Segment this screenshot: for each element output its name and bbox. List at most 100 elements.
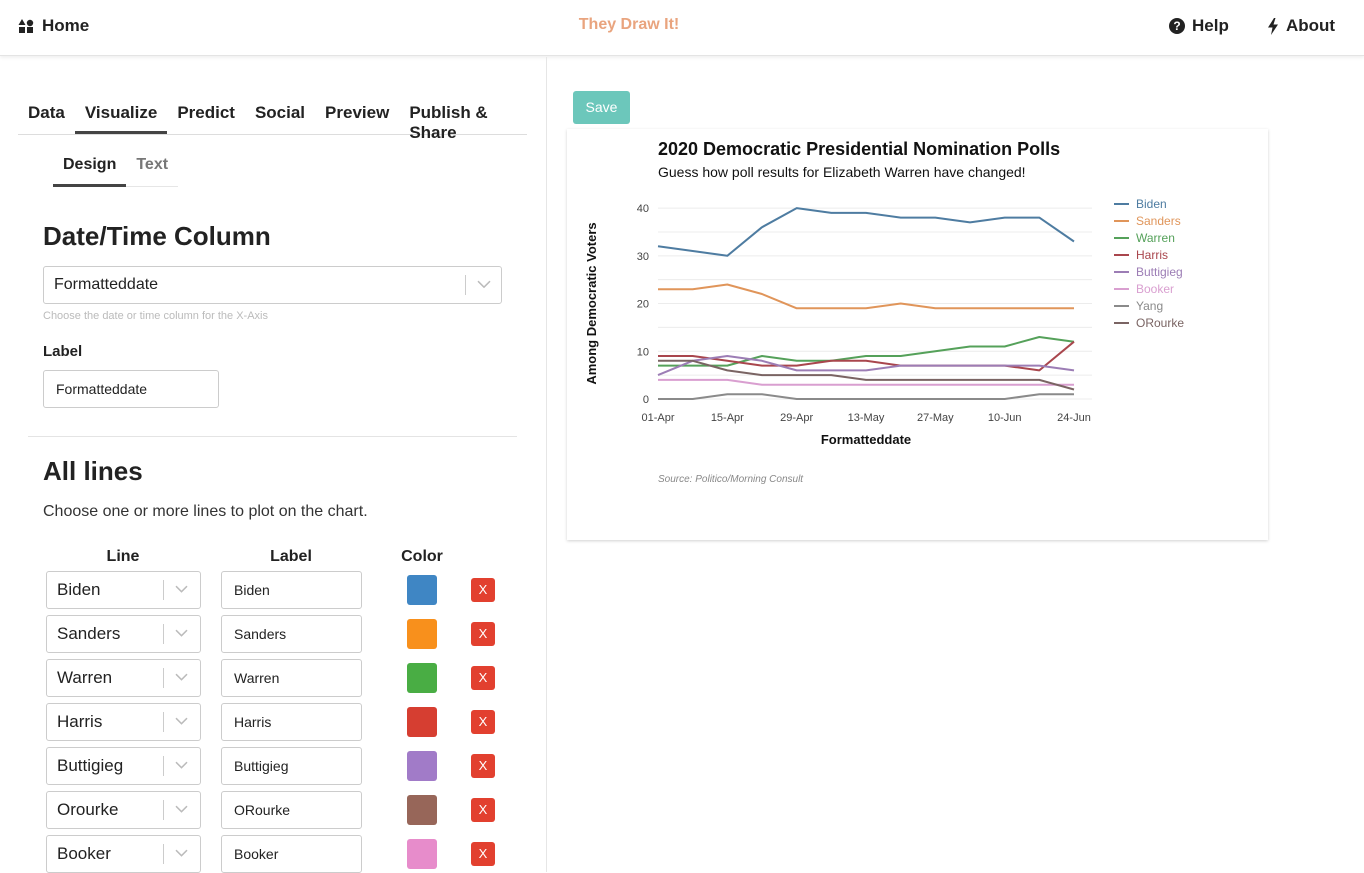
about-link[interactable]: About <box>1267 16 1335 36</box>
series-line-biden <box>657 207 1075 257</box>
line-label-input[interactable]: Buttigieg <box>221 747 362 785</box>
remove-line-button[interactable]: X <box>471 578 495 602</box>
line-select[interactable]: Biden <box>46 571 201 609</box>
sub-tabs: Design Text <box>53 150 179 187</box>
color-swatch[interactable] <box>407 619 437 649</box>
x-tick-label: 15-Apr <box>711 412 744 424</box>
series-line-warren <box>658 336 1075 367</box>
color-swatch[interactable] <box>407 795 437 825</box>
chart-card: 2020 Democratic Presidential Nomination … <box>567 129 1268 540</box>
color-swatch[interactable] <box>407 575 437 605</box>
line-select-value: Biden <box>57 580 101 599</box>
col-header-line: Line <box>106 548 140 565</box>
line-label-input[interactable]: Booker <box>221 835 362 873</box>
line-label-input[interactable]: Harris <box>221 703 362 741</box>
line-chart: 0 10 20 30 40 01-Apr 15-Apr 29-Apr 13-May 27-May 1… <box>584 197 1184 447</box>
color-swatch[interactable] <box>407 663 437 693</box>
chart-subtitle: Guess how poll results for Elizabeth War… <box>658 164 1026 180</box>
remove-line-button[interactable]: X <box>471 842 495 866</box>
x-tick-label: 27-May <box>917 412 954 424</box>
save-button[interactable]: Save <box>573 91 630 124</box>
remove-line-button[interactable]: X <box>471 754 495 778</box>
all-lines-description: Choose one or more lines to plot on the … <box>43 503 368 520</box>
line-label-input[interactable]: ORourke <box>221 791 362 829</box>
chevron-down-icon <box>175 629 188 637</box>
color-swatch[interactable] <box>407 839 437 869</box>
line-select[interactable]: Buttigieg <box>46 747 201 785</box>
home-label: Home <box>42 16 90 35</box>
help-link[interactable]: ? Help <box>1169 16 1229 36</box>
tab-preview[interactable]: Preview <box>325 103 390 122</box>
remove-line-button[interactable]: X <box>471 710 495 734</box>
datetime-heading: Date/Time Column <box>43 221 271 251</box>
chevron-down-icon <box>175 585 188 593</box>
line-select[interactable]: Harris <box>46 703 201 741</box>
color-swatch[interactable] <box>407 751 437 781</box>
chevron-down-icon <box>175 805 188 813</box>
color-swatch[interactable] <box>407 707 437 737</box>
home-link[interactable]: Home <box>18 16 89 36</box>
series-line-buttigieg <box>657 355 1075 377</box>
line-select-value: Orourke <box>57 800 119 819</box>
chevron-down-icon <box>175 761 188 769</box>
xaxis-label-input[interactable]: Formatteddate <box>43 370 219 408</box>
line-select-value: Harris <box>57 712 103 731</box>
question-circle-icon: ? <box>1169 18 1185 34</box>
x-tick-label: 29-Apr <box>780 412 813 424</box>
legend-label: Booker <box>1136 282 1174 296</box>
subtab-design[interactable]: Design <box>53 150 127 187</box>
series-line-orourke <box>658 359 1075 391</box>
legend-label: Warren <box>1136 231 1175 245</box>
line-select-value: Sanders <box>57 624 121 643</box>
subtab-text[interactable]: Text <box>136 156 169 173</box>
line-select[interactable]: Warren <box>46 659 201 697</box>
chevron-down-icon <box>175 849 188 857</box>
line-select[interactable]: Booker <box>46 835 201 873</box>
remove-line-button[interactable]: X <box>471 798 495 822</box>
line-select-value: Warren <box>57 668 113 687</box>
col-header-color: Color <box>401 548 443 565</box>
y-tick-label: 10 <box>637 346 649 358</box>
line-label-input[interactable]: Sanders <box>221 615 362 653</box>
shapes-icon <box>18 19 34 33</box>
legend-label: Biden <box>1136 197 1167 211</box>
legend-label: Yang <box>1136 299 1163 313</box>
datetime-column-select[interactable]: Formatteddate <box>43 266 502 304</box>
series-line-sanders <box>658 283 1074 310</box>
line-label-input[interactable]: Biden <box>221 571 362 609</box>
line-select-value: Booker <box>57 844 111 863</box>
x-tick-label: 24-Jun <box>1057 412 1091 424</box>
tab-social[interactable]: Social <box>254 103 306 122</box>
tab-predict[interactable]: Predict <box>177 103 235 122</box>
chart-source: Source: Politico/Morning Consult <box>658 474 804 485</box>
tab-data[interactable]: Data <box>28 103 65 122</box>
tab-publish-share[interactable]: Publish & Share <box>409 103 488 142</box>
datetime-column-value: Formatteddate <box>54 276 159 293</box>
line-select[interactable]: Orourke <box>46 791 201 829</box>
y-tick-label: 40 <box>637 203 649 215</box>
chart-title: 2020 Democratic Presidential Nomination … <box>658 139 1061 159</box>
y-tick-label: 20 <box>637 299 649 311</box>
main-tabs: Data Visualize Predict Social Preview Pu… <box>18 97 527 142</box>
line-select[interactable]: Sanders <box>46 615 201 653</box>
legend-label: Harris <box>1136 248 1168 262</box>
y-tick-label: 30 <box>637 251 649 263</box>
label-title: Label <box>43 343 83 360</box>
remove-line-button[interactable]: X <box>471 622 495 646</box>
line-label-input[interactable]: Warren <box>221 659 362 697</box>
about-label: About <box>1286 16 1336 35</box>
x-tick-label: 01-Apr <box>641 412 674 424</box>
chevron-down-icon <box>477 280 491 289</box>
series-line-booker <box>658 378 1074 386</box>
legend-label: Buttigieg <box>1136 265 1183 279</box>
x-tick-label: 10-Jun <box>988 412 1022 424</box>
tab-visualize[interactable]: Visualize <box>74 97 168 134</box>
datetime-hint: Choose the date or time column for the X… <box>43 310 268 322</box>
editor-panel: Data Visualize Predict Social Preview Pu… <box>0 57 547 873</box>
section-divider <box>28 436 517 437</box>
remove-line-button[interactable]: X <box>471 666 495 690</box>
help-label: Help <box>1192 16 1229 35</box>
app-brand: They Draw It! <box>578 16 680 33</box>
top-nav: Home They Draw It! ? Help About <box>0 0 1364 56</box>
bolt-icon <box>1268 17 1278 35</box>
